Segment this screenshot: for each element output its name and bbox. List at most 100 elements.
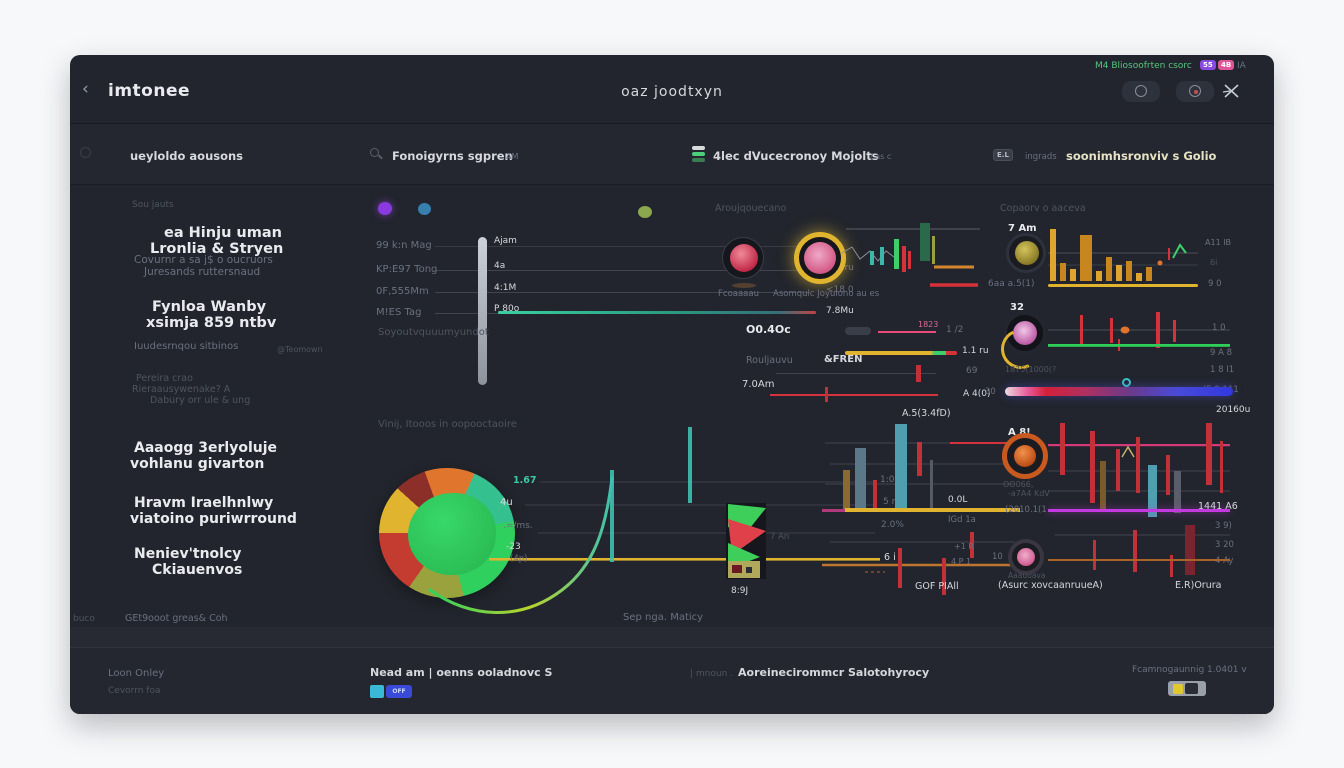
sidebar-item-5[interactable]: Neniev'tnolcy Ckiauenvos bbox=[134, 546, 242, 578]
dashboard-window: ‹ imtonee oaz joodtxyn M4 Bliosoofrten c… bbox=[70, 55, 1274, 714]
panel4-yellow-line bbox=[1048, 284, 1198, 287]
sidebar-item-3[interactable]: Aaaogg 3erlyoluje vohlanu givarton bbox=[130, 440, 277, 472]
header-meta-text: M4 Bliosoofrten csorc bbox=[1095, 61, 1192, 71]
footer-badge-yellow-icon bbox=[1173, 683, 1183, 694]
footer-language-badge[interactable] bbox=[1168, 681, 1206, 696]
panel3-row1-right: 1 /2 bbox=[946, 325, 964, 335]
panel4-b1-label: 7 Am bbox=[1008, 223, 1037, 234]
legend-dot-purple[interactable] bbox=[378, 202, 392, 215]
footer-blue-badge[interactable]: OFF bbox=[386, 685, 412, 698]
panel4-red-bars-chart bbox=[1048, 423, 1230, 517]
sidebar-note-2-right: @Teomown bbox=[277, 345, 323, 354]
sidebar-item-1[interactable]: ea Hinju uman Lronlia & Stryen bbox=[150, 225, 283, 257]
panel4-b3-row-right: 1441 A6 bbox=[1198, 501, 1238, 512]
pre-footer-strip bbox=[70, 627, 1274, 647]
avatar-token-3-image bbox=[1015, 241, 1039, 265]
footer bbox=[70, 647, 1274, 714]
collapse-icon[interactable] bbox=[80, 147, 91, 158]
panel4-b3-note2: -a7A4 KdV bbox=[1008, 489, 1050, 498]
avatar-token-4[interactable] bbox=[995, 311, 1047, 375]
legend-dot-green[interactable] bbox=[638, 206, 652, 218]
avatar-token-2-image bbox=[804, 242, 836, 274]
tab-section-2[interactable]: Fonoigyrns sgpren bbox=[392, 149, 513, 163]
avatar-token-6[interactable] bbox=[1008, 539, 1044, 575]
tab-section-1[interactable]: ueyloldo aousons bbox=[130, 149, 244, 163]
panel4-purple-line bbox=[1048, 509, 1230, 512]
sidebar-item-4[interactable]: Hravm Iraelhnlwy viatoino puriwrround bbox=[130, 495, 297, 527]
pie-label-2: 4u bbox=[500, 497, 513, 508]
panel3-row3-label: Rouljauvu bbox=[746, 355, 793, 366]
avatar-token-6-image bbox=[1017, 548, 1035, 566]
panel3-row1-label: O0.4Oc bbox=[746, 323, 791, 336]
metric-row-3-right: <18.0 bbox=[826, 285, 854, 295]
tab-section-4[interactable]: soonimhsronviv s Golio bbox=[1066, 149, 1217, 163]
panel4-caption-left: (Asurc xovcaanruueA) bbox=[998, 580, 1103, 591]
sidebar-item-1-line2: Lronlia & Stryen bbox=[150, 241, 284, 257]
footer-badge-dark-icon bbox=[1185, 683, 1198, 694]
metric-line-1 bbox=[435, 246, 810, 247]
metric-line-2 bbox=[435, 270, 810, 271]
footer-right-prefix: | mnoun . bbox=[690, 669, 734, 679]
avatar-token-1-image bbox=[730, 244, 758, 272]
flag-triangle-icon[interactable] bbox=[720, 503, 770, 583]
mini-candle-chart bbox=[842, 223, 980, 287]
camera-button[interactable] bbox=[1122, 81, 1160, 102]
toolbar bbox=[70, 123, 1274, 185]
panel4-b2-right1: 1 0 bbox=[1212, 323, 1226, 333]
metric-line-3 bbox=[435, 292, 810, 293]
metric-row-1-value: Ajam bbox=[494, 236, 517, 246]
panel3-row4-label: 7.0Am bbox=[742, 379, 775, 390]
search-icon[interactable] bbox=[370, 148, 383, 161]
close-button[interactable] bbox=[1222, 82, 1242, 100]
metric-row-3-label: 0F,555Mm bbox=[376, 286, 429, 297]
panel4-b3-right1: 3 9) bbox=[1215, 521, 1232, 531]
teal-trend-line bbox=[498, 311, 816, 314]
flag-triangle-label: 8:9J bbox=[731, 586, 749, 596]
avatar-token-2-label: Asomqulc Joyuiono au es bbox=[773, 289, 880, 299]
panel3-row2-line bbox=[845, 351, 957, 355]
tab-section-2-suffix: AM bbox=[506, 152, 519, 161]
panel3-row1-bar bbox=[845, 327, 871, 335]
window-center-title: oaz joodtxyn bbox=[621, 84, 723, 100]
camera-icon bbox=[1135, 85, 1147, 97]
panel3-bars-label: 7 An bbox=[770, 532, 790, 542]
metric-row-4-right: 7.8Mu bbox=[826, 306, 854, 316]
sidebar-item-1-line1: ea Hinju uman bbox=[164, 225, 282, 241]
sidebar-header: Sou jauts bbox=[132, 200, 174, 210]
panel4-b3-row-label: (2010.1(1 bbox=[1005, 505, 1047, 515]
panel4-caption-right: E.R)Orura bbox=[1175, 580, 1222, 591]
pie-label-3: .=/ms. bbox=[503, 521, 533, 531]
pie-sub-label: (4p) bbox=[510, 554, 528, 564]
sidebar-note-3: Pereira crao Rieraausywenake? A Dabury o… bbox=[132, 373, 251, 406]
panel3-header: Aroujqouecano bbox=[715, 203, 787, 214]
panel4-b2-sub: 1875(1000(? bbox=[1005, 365, 1057, 374]
panel3-row4-bar bbox=[825, 387, 828, 402]
pie-label-1: 1.67 bbox=[513, 475, 537, 486]
tab-section-3[interactable]: 4lec dVucecronoy Mojolts bbox=[713, 149, 879, 163]
meta-suffix: IA bbox=[1237, 61, 1246, 71]
avatar-token-5-image bbox=[1014, 445, 1036, 467]
avatar-token-5[interactable] bbox=[1002, 433, 1048, 479]
back-icon[interactable]: ‹ bbox=[82, 79, 89, 99]
footer-center-text: Nead am | oenns ooladnovc S bbox=[370, 666, 553, 679]
footer-cyan-badge[interactable] bbox=[370, 685, 384, 698]
record-button[interactable] bbox=[1176, 81, 1214, 102]
panel3-row3-right: 69 bbox=[966, 366, 978, 376]
pie-label-4: -23 bbox=[506, 542, 521, 552]
panel4-header: Copaorv o aaceva bbox=[1000, 203, 1086, 214]
sidebar-item-2[interactable]: Fynloa Wanby xsimja 859 ntbv bbox=[146, 299, 276, 331]
legend-dot-blue[interactable] bbox=[418, 203, 431, 215]
sidebar-footer-link[interactable]: GEt9ooot greas& Coh bbox=[125, 613, 228, 624]
vertical-slider[interactable] bbox=[478, 237, 487, 385]
pie-caption: Sep nga. Maticy bbox=[623, 612, 704, 623]
pie-right-1: 1:000 bbox=[880, 475, 906, 485]
close-icon bbox=[1222, 84, 1239, 98]
footer-right-text: Aoreinecirommcr Salotohyrocy bbox=[738, 666, 930, 679]
metrics-caption: Soyoutvquuumyundot bbox=[378, 327, 489, 338]
pie-title: Vinij, Itooos in oopooctaoire bbox=[378, 419, 517, 430]
avatar-token-2[interactable] bbox=[794, 232, 846, 284]
avatar-token-1[interactable] bbox=[722, 237, 764, 279]
avatar-token-3[interactable] bbox=[1006, 233, 1046, 273]
metric-row-2-label: KP:E97 Tong bbox=[376, 264, 438, 275]
panel4-b2-sub-right: 1 8 I1 bbox=[1210, 365, 1235, 375]
